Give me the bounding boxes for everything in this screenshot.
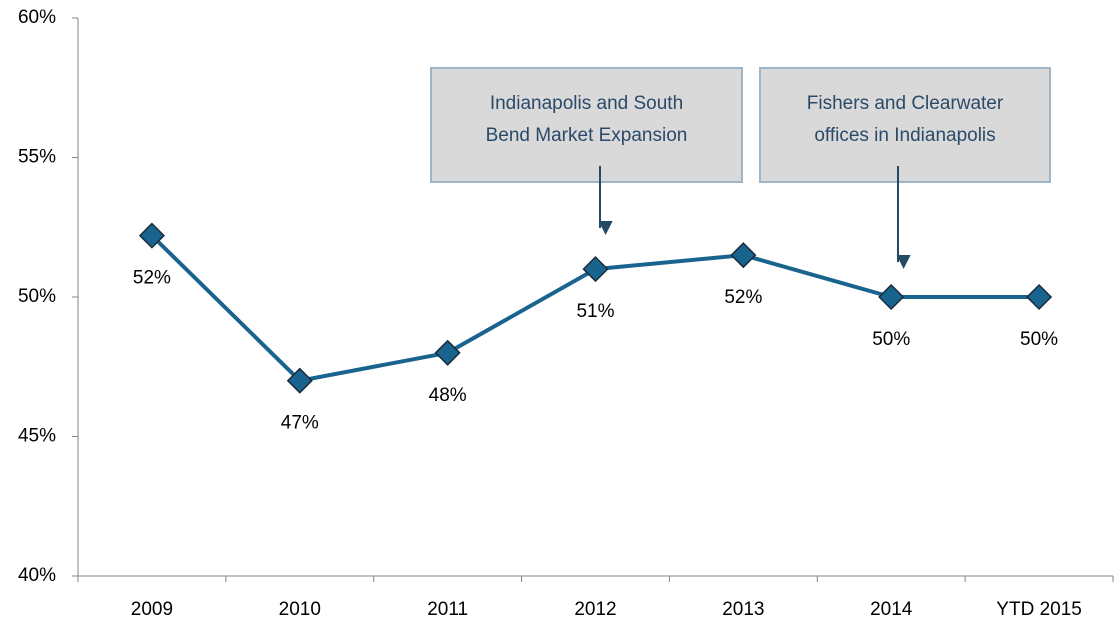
data-point <box>582 256 609 283</box>
data-point <box>878 283 905 311</box>
annotation-text: Indianapolis and South <box>490 93 683 114</box>
y-tick-label: 45% <box>18 426 56 447</box>
data-label: 51% <box>576 301 614 322</box>
x-tick-label: 2011 <box>427 599 468 620</box>
data-label: 50% <box>1020 329 1058 350</box>
x-tick-label: 2010 <box>279 599 321 620</box>
data-label: 47% <box>281 413 319 434</box>
data-point <box>286 367 313 394</box>
annotation-box <box>430 67 743 183</box>
data-label: 52% <box>133 268 171 289</box>
x-tick-label: 2013 <box>722 599 764 620</box>
data-label: 52% <box>724 287 762 308</box>
y-tick-label: 50% <box>18 286 56 307</box>
annotation-box <box>759 67 1051 183</box>
annotation-text: Bend Market Expansion <box>486 125 688 146</box>
data-point <box>730 242 757 269</box>
data-point <box>1026 283 1053 311</box>
annotation: Indianapolis and South Bend Market Expans… <box>430 67 743 235</box>
x-tick-label: 2012 <box>574 599 616 620</box>
data-point <box>138 222 165 249</box>
data-label: 50% <box>872 329 910 350</box>
annotation: Fishers and Clearwater offices in Indiana… <box>759 67 1051 269</box>
data-label: 48% <box>429 385 467 406</box>
y-tick-label: 55% <box>18 147 56 168</box>
x-tick-label: 2014 <box>870 599 913 620</box>
annotation-text: Fishers and Clearwater <box>807 93 1004 114</box>
x-tick-label: YTD 2015 <box>996 599 1082 620</box>
annotation-text: offices in Indianapolis <box>814 125 995 146</box>
y-tick-label: 40% <box>18 565 56 586</box>
x-tick-label: 2009 <box>131 599 173 620</box>
y-tick-label: 60% <box>18 7 56 28</box>
data-point <box>434 339 461 366</box>
